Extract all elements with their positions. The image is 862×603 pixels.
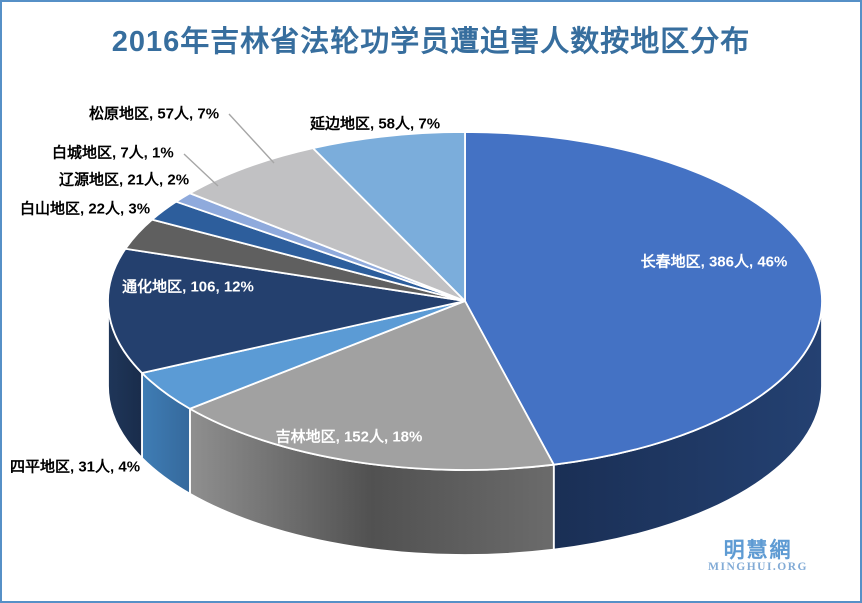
watermark-latin: MINGHUI.ORG [708,560,808,573]
slice-label-3: 通化地区, 106, 12% [122,278,254,296]
watermark-cjk: 明慧網 [723,537,793,562]
slice-label-4: 白山地区, 22人, 3% [20,200,151,218]
slice-label-7: 松原地区, 57人, 7% [89,105,220,123]
pie-slice-8 [312,131,466,302]
slice-label-2: 四平地区, 31人, 4% [10,458,141,476]
pie-slice-1 [189,300,555,471]
slice-label-8: 延边地区, 58人, 7% [310,115,441,133]
pie-slice-0 [464,131,823,466]
leader-baicheng-line [183,153,219,187]
watermark: 明慧網 MINGHUI.ORG [708,539,808,573]
leader-songyuan-line [228,113,275,164]
chart-title: 2016年吉林省法轮功学员遭迫害人数按地区分布 [111,26,751,58]
pie-slice-3 [107,247,466,374]
slice-label-5: 辽源地区, 21人, 2% [59,171,190,189]
slice-label-1: 吉林地区, 152人, 18% [275,428,423,446]
slice-label-6: 白城地区, 7人, 1% [52,144,174,162]
pie-slice-7 [189,147,466,302]
slice-label-0: 长春地区, 386人, 46% [640,253,788,271]
